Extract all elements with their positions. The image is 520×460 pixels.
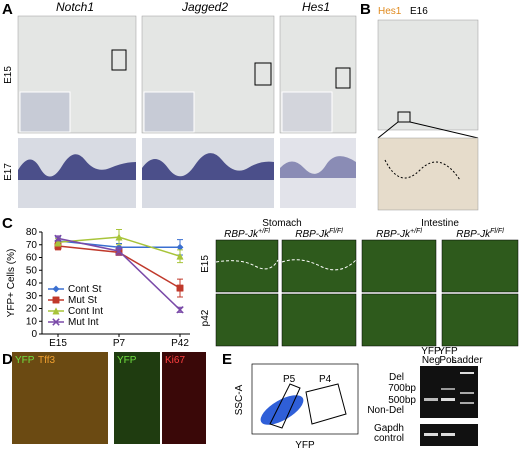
band-label: control [374,433,404,444]
stain-label: Hes1 [378,6,402,17]
legend-label: Cont Int [68,306,103,317]
y-tick-label: 0 [31,329,37,340]
genotype: +/Fl [258,228,270,235]
y-tick-label: 40 [26,278,38,289]
panel-letter: E [222,351,232,368]
channel-label: YFP [15,355,35,366]
panel-letter: D [2,351,13,368]
channel-label: Ki67 [165,355,185,366]
gene: RBP-Jk [456,229,491,240]
column-header: Notch1 [56,0,94,14]
band-label: 700bp [388,383,416,394]
point [54,238,62,246]
gene: RBP-Jk [224,229,259,240]
column-header: Jagged2 [181,0,228,14]
row-label: E15 [200,255,211,273]
fluorescence-images [215,239,519,347]
x-tick-label: E15 [49,338,67,349]
histology-images [377,19,479,211]
panel-letter: B [360,1,371,18]
legend-marker [52,296,60,304]
gate-label: P5 [283,374,296,385]
legend-label: Mut St [68,295,97,306]
y-tick-label: 10 [26,316,38,327]
lane-label: Ladder [451,355,483,366]
group-label: Stomach [262,218,301,229]
genotype: Fl/Fl [490,228,504,235]
histology-images [17,15,357,208]
point [176,252,184,260]
group-label: Intestine [421,218,459,229]
point [176,284,184,292]
y-tick-label: 20 [26,304,38,315]
genotype-label: RBP-Jk+/Fl [224,228,270,240]
gel [420,366,478,446]
axis-label: SSC-A [234,384,245,415]
legend-label: Mut Int [68,317,99,328]
genotype-label: RBP-JkFl/Fl [295,228,343,240]
point [115,233,123,241]
y-tick-label: 70 [26,240,38,251]
y-axis-title: YFP+ Cells (%) [6,249,17,318]
lane-label: Pos [439,355,456,366]
x-tick-label: P7 [113,338,126,349]
point [176,306,184,314]
panel-letter: A [2,1,13,18]
row-label: p42 [200,309,211,326]
y-tick-label: 30 [26,291,38,302]
band-label: 500bp [388,395,416,406]
genotype: Fl/Fl [329,228,343,235]
legend-marker [52,318,60,326]
column-header: Hes1 [302,0,330,14]
legend-marker [52,285,60,293]
x-tick-label: P42 [171,338,189,349]
y-tick-label: 60 [26,253,38,264]
band-label: Del [389,372,404,383]
genotype: +/Fl [410,228,422,235]
lane-label: YFP [421,346,441,357]
channel-label: YFP [117,355,137,366]
band-label: Gapdh [374,423,404,434]
gene: RBP-Jk [295,229,330,240]
flow-plot [251,363,359,435]
stage-label: E16 [410,6,428,17]
point [54,234,62,243]
lane-label: Neg [422,355,440,366]
axis-label: YFP [295,440,315,451]
gene: RBP-Jk [376,229,411,240]
y-tick-label: 80 [26,227,38,238]
legend-label: Cont St [68,284,102,295]
y-tick-label: 50 [26,265,38,276]
lane-label: YFP [438,346,458,357]
band-label: Non-Del [367,405,404,416]
genotype-labels: RBP-Jk+/Fl RBP-JkFl/Fl RBP-Jk+/Fl RBP-JkFl/… [224,228,504,240]
panel-letter: C [2,215,13,232]
legend-marker [52,307,60,315]
point [115,247,123,255]
fluorescence-images [12,352,206,444]
row-label: E15 [3,66,14,84]
gate-label: P4 [319,374,332,385]
channel-label: Tff3 [38,355,55,366]
genotype-label: RBP-Jk+/Fl [376,228,422,240]
genotype-label: RBP-JkFl/Fl [456,228,504,240]
row-label: E17 [3,163,14,181]
